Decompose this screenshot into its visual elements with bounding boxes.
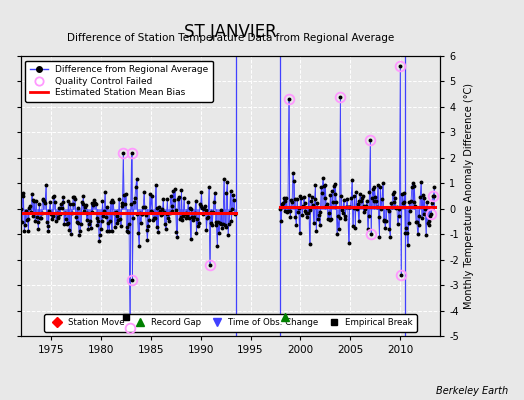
Y-axis label: Monthly Temperature Anomaly Difference (°C): Monthly Temperature Anomaly Difference (… <box>464 83 475 309</box>
Text: Difference of Station Temperature Data from Regional Average: Difference of Station Temperature Data f… <box>67 34 394 44</box>
Title: ST JANVIER: ST JANVIER <box>184 22 277 40</box>
Legend: Station Move, Record Gap, Time of Obs. Change, Empirical Break: Station Move, Record Gap, Time of Obs. C… <box>44 314 417 332</box>
Text: Berkeley Earth: Berkeley Earth <box>436 386 508 396</box>
